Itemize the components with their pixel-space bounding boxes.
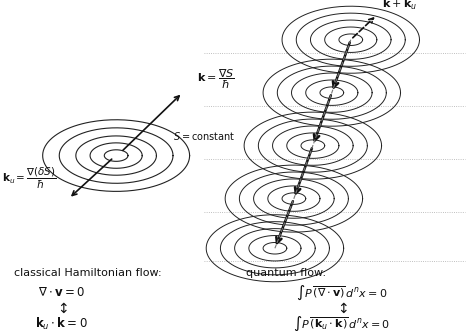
Text: classical Hamiltonian flow:: classical Hamiltonian flow: [14,268,162,278]
Text: $\updownarrow$: $\updownarrow$ [55,302,68,315]
Text: $\updownarrow$: $\updownarrow$ [335,302,348,315]
Text: $\nabla \cdot \mathbf{v} = 0$: $\nabla \cdot \mathbf{v} = 0$ [38,286,85,300]
Text: quantum flow:: quantum flow: [246,268,327,278]
Text: $\mathbf{k}_u \cdot \mathbf{k} = 0$: $\mathbf{k}_u \cdot \mathbf{k} = 0$ [35,316,88,331]
Text: $\mathbf{k}_u = \dfrac{\nabla(\delta S)}{\hbar}$: $\mathbf{k}_u = \dfrac{\nabla(\delta S)}… [2,166,57,191]
Text: $\overline{\mathbf{k} + \mathbf{k}_u}$: $\overline{\mathbf{k} + \mathbf{k}_u}$ [382,0,418,12]
Text: $\int P\,\overline{(\nabla \cdot \mathbf{v})}\,d^n x = 0$: $\int P\,\overline{(\nabla \cdot \mathbf… [296,284,387,302]
Text: $S = \mathrm{constant}$: $S = \mathrm{constant}$ [173,130,235,142]
Text: $\mathbf{k} = \dfrac{\nabla S}{\hbar}$: $\mathbf{k} = \dfrac{\nabla S}{\hbar}$ [197,68,234,91]
Text: $\int P\,\overline{(\mathbf{k}_u \cdot \mathbf{k})}\,d^n x = 0$: $\int P\,\overline{(\mathbf{k}_u \cdot \… [293,314,390,331]
